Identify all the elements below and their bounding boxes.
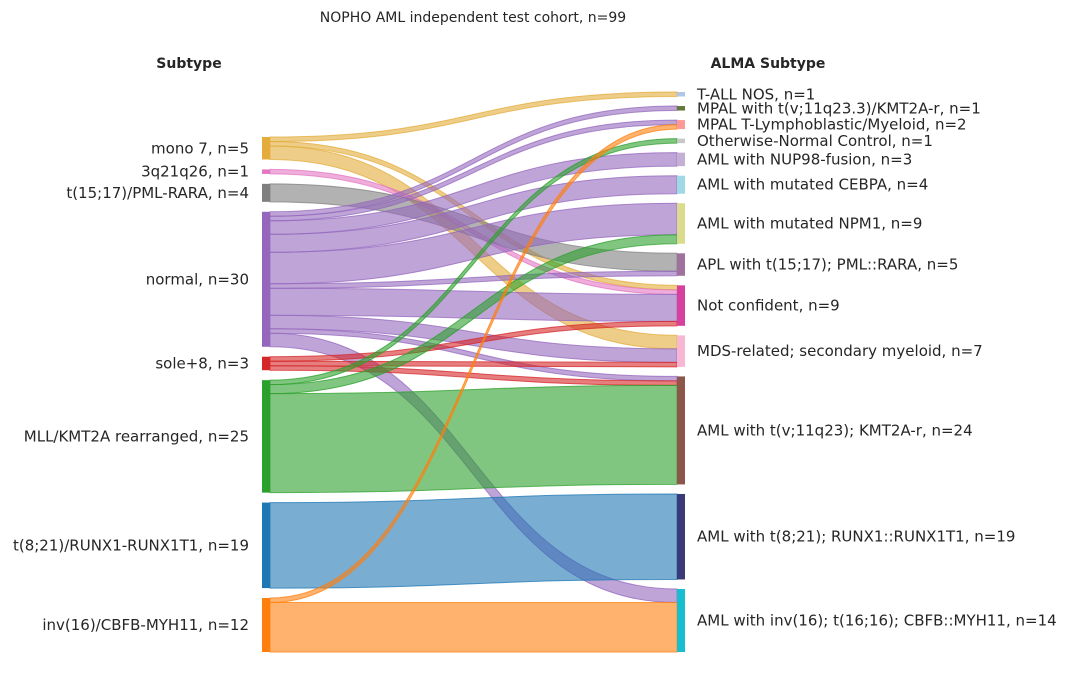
left-node-bar-3q21q26 — [262, 169, 270, 174]
left-node-bar-t821 — [262, 502, 270, 589]
right-node-bar-runx1 — [677, 493, 685, 580]
right-node-label-onc: Otherwise-Normal Control, n=1 — [697, 132, 933, 150]
right-node-bar-mds — [677, 335, 685, 367]
right-node-label-cebpa: AML with mutated CEBPA, n=4 — [697, 176, 928, 194]
right-node-label-cbfb: AML with inv(16); t(16;16); CBFB::MYH11,… — [697, 612, 1057, 630]
right-node-label-nup98: AML with NUP98-fusion, n=3 — [697, 150, 912, 168]
left-node-label-inv16: inv(16)/CBFB-MYH11, n=12 — [42, 616, 249, 634]
flows-layer — [269, 91, 678, 653]
right-node-label-tall: T-ALL NOS, n=1 — [696, 85, 815, 103]
left-node-bar-normal — [262, 211, 270, 347]
right-node-bar-nup98 — [677, 152, 685, 167]
flow-normal-to-apl — [269, 270, 678, 289]
left-node-bar-mll — [262, 380, 270, 493]
right-node-bar-kmt2a — [677, 376, 685, 485]
right-node-bar-apl — [677, 253, 685, 276]
left-node-bar-inv16 — [262, 598, 270, 652]
flow-normal-to-nup98 — [269, 152, 678, 235]
right-node-label-npm1: AML with mutated NPM1, n=9 — [697, 215, 922, 233]
right-node-bar-cbfb — [677, 589, 685, 652]
right-node-bar-cebpa — [677, 175, 685, 194]
right-node-bar-tall — [677, 92, 685, 97]
right-node-bar-onc — [677, 138, 685, 144]
left-node-label-t821: t(8;21)/RUNX1-RUNX1T1, n=19 — [13, 536, 249, 554]
left-node-label-3q21q26: 3q21q26, n=1 — [141, 163, 249, 181]
flow-mono7-to-tall — [269, 91, 678, 143]
right-node-bar-notconf — [677, 285, 685, 326]
flow-normal-to-mpalkmt2a — [269, 105, 678, 217]
left-node-label-t1517: t(15;17)/PML-RARA, n=4 — [66, 184, 249, 202]
right-node-label-kmt2a: AML with t(v;11q23); KMT2A-r, n=24 — [697, 421, 973, 439]
right-node-label-mds: MDS-related; secondary myeloid, n=7 — [697, 342, 983, 360]
right-node-label-mpaltlymph: MPAL T-Lymphoblastic/Myeloid, n=2 — [697, 116, 967, 134]
left-node-label-mll: MLL/KMT2A rearranged, n=25 — [24, 427, 249, 445]
left-node-label-normal: normal, n=30 — [146, 270, 249, 288]
right-node-bar-mpaltlymph — [677, 120, 685, 130]
right-axis-header: ALMA Subtype — [711, 56, 826, 72]
flow-inv16-to-cbfb — [269, 601, 678, 653]
right-node-bar-npm1 — [677, 203, 685, 244]
flow-mll-to-kmt2a — [269, 384, 678, 494]
left-axis-header: Subtype — [156, 56, 221, 72]
right-node-bar-mpalkmt2a — [677, 106, 685, 111]
left-node-bar-t1517 — [262, 183, 270, 202]
left-nodes-layer: mono 7, n=5 3q21q26, n=1 t(15;17)/PML-RARA… — [13, 137, 270, 652]
right-node-label-runx1: AML with t(8;21); RUNX1::RUNX1T1, n=19 — [697, 528, 1015, 546]
flow-t821-to-runx1 — [269, 493, 678, 589]
left-node-label-mono7: mono 7, n=5 — [151, 139, 249, 157]
right-node-label-notconf: Not confident, n=9 — [697, 297, 840, 315]
left-node-bar-mono7 — [262, 137, 270, 160]
right-node-label-mpalkmt2a: MPAL with t(v;11q23.3)/KMT2A-r, n=1 — [697, 99, 981, 117]
right-node-label-apl: APL with t(15;17); PML::RARA, n=5 — [697, 256, 958, 274]
chart-title: NOPHO AML independent test cohort, n=99 — [320, 10, 626, 26]
left-node-label-sole8: sole+8, n=3 — [155, 354, 249, 372]
left-node-bar-sole8 — [262, 356, 270, 371]
